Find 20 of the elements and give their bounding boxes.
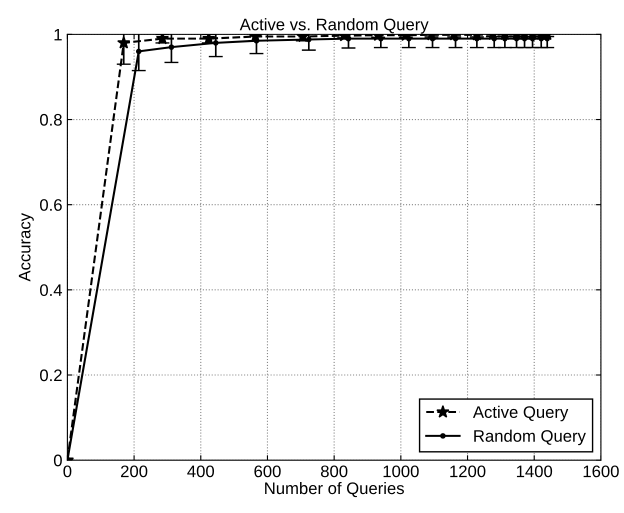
x-tick-label: 1400 xyxy=(516,465,552,478)
x-tick-label: 0 xyxy=(63,465,72,478)
y-tick-label: 1 xyxy=(54,28,62,40)
y-tick-label: 0.6 xyxy=(40,199,62,211)
legend-label: Active Query xyxy=(472,406,568,422)
y-tick-label: 0.8 xyxy=(40,114,62,126)
x-tick-label: 1600 xyxy=(584,465,619,478)
x-tick-label: 400 xyxy=(187,465,214,478)
y-tick-label: 0 xyxy=(54,454,62,466)
x-tick-label: 600 xyxy=(254,465,281,478)
x-tick-label: 200 xyxy=(121,465,148,478)
y-tick-label: 0.4 xyxy=(40,284,62,296)
y-tick-label: 0.2 xyxy=(40,369,62,382)
x-axis-title: Number of Queries xyxy=(265,482,404,498)
x-tick-label: 800 xyxy=(320,465,348,478)
y-axis-title: Accuracy xyxy=(18,213,34,282)
x-tick-label: 1200 xyxy=(450,465,486,478)
legend-label: Random Query xyxy=(474,430,586,446)
x-tick-label: 1000 xyxy=(384,465,419,478)
chart-title: Active vs. Random Query xyxy=(240,18,429,34)
